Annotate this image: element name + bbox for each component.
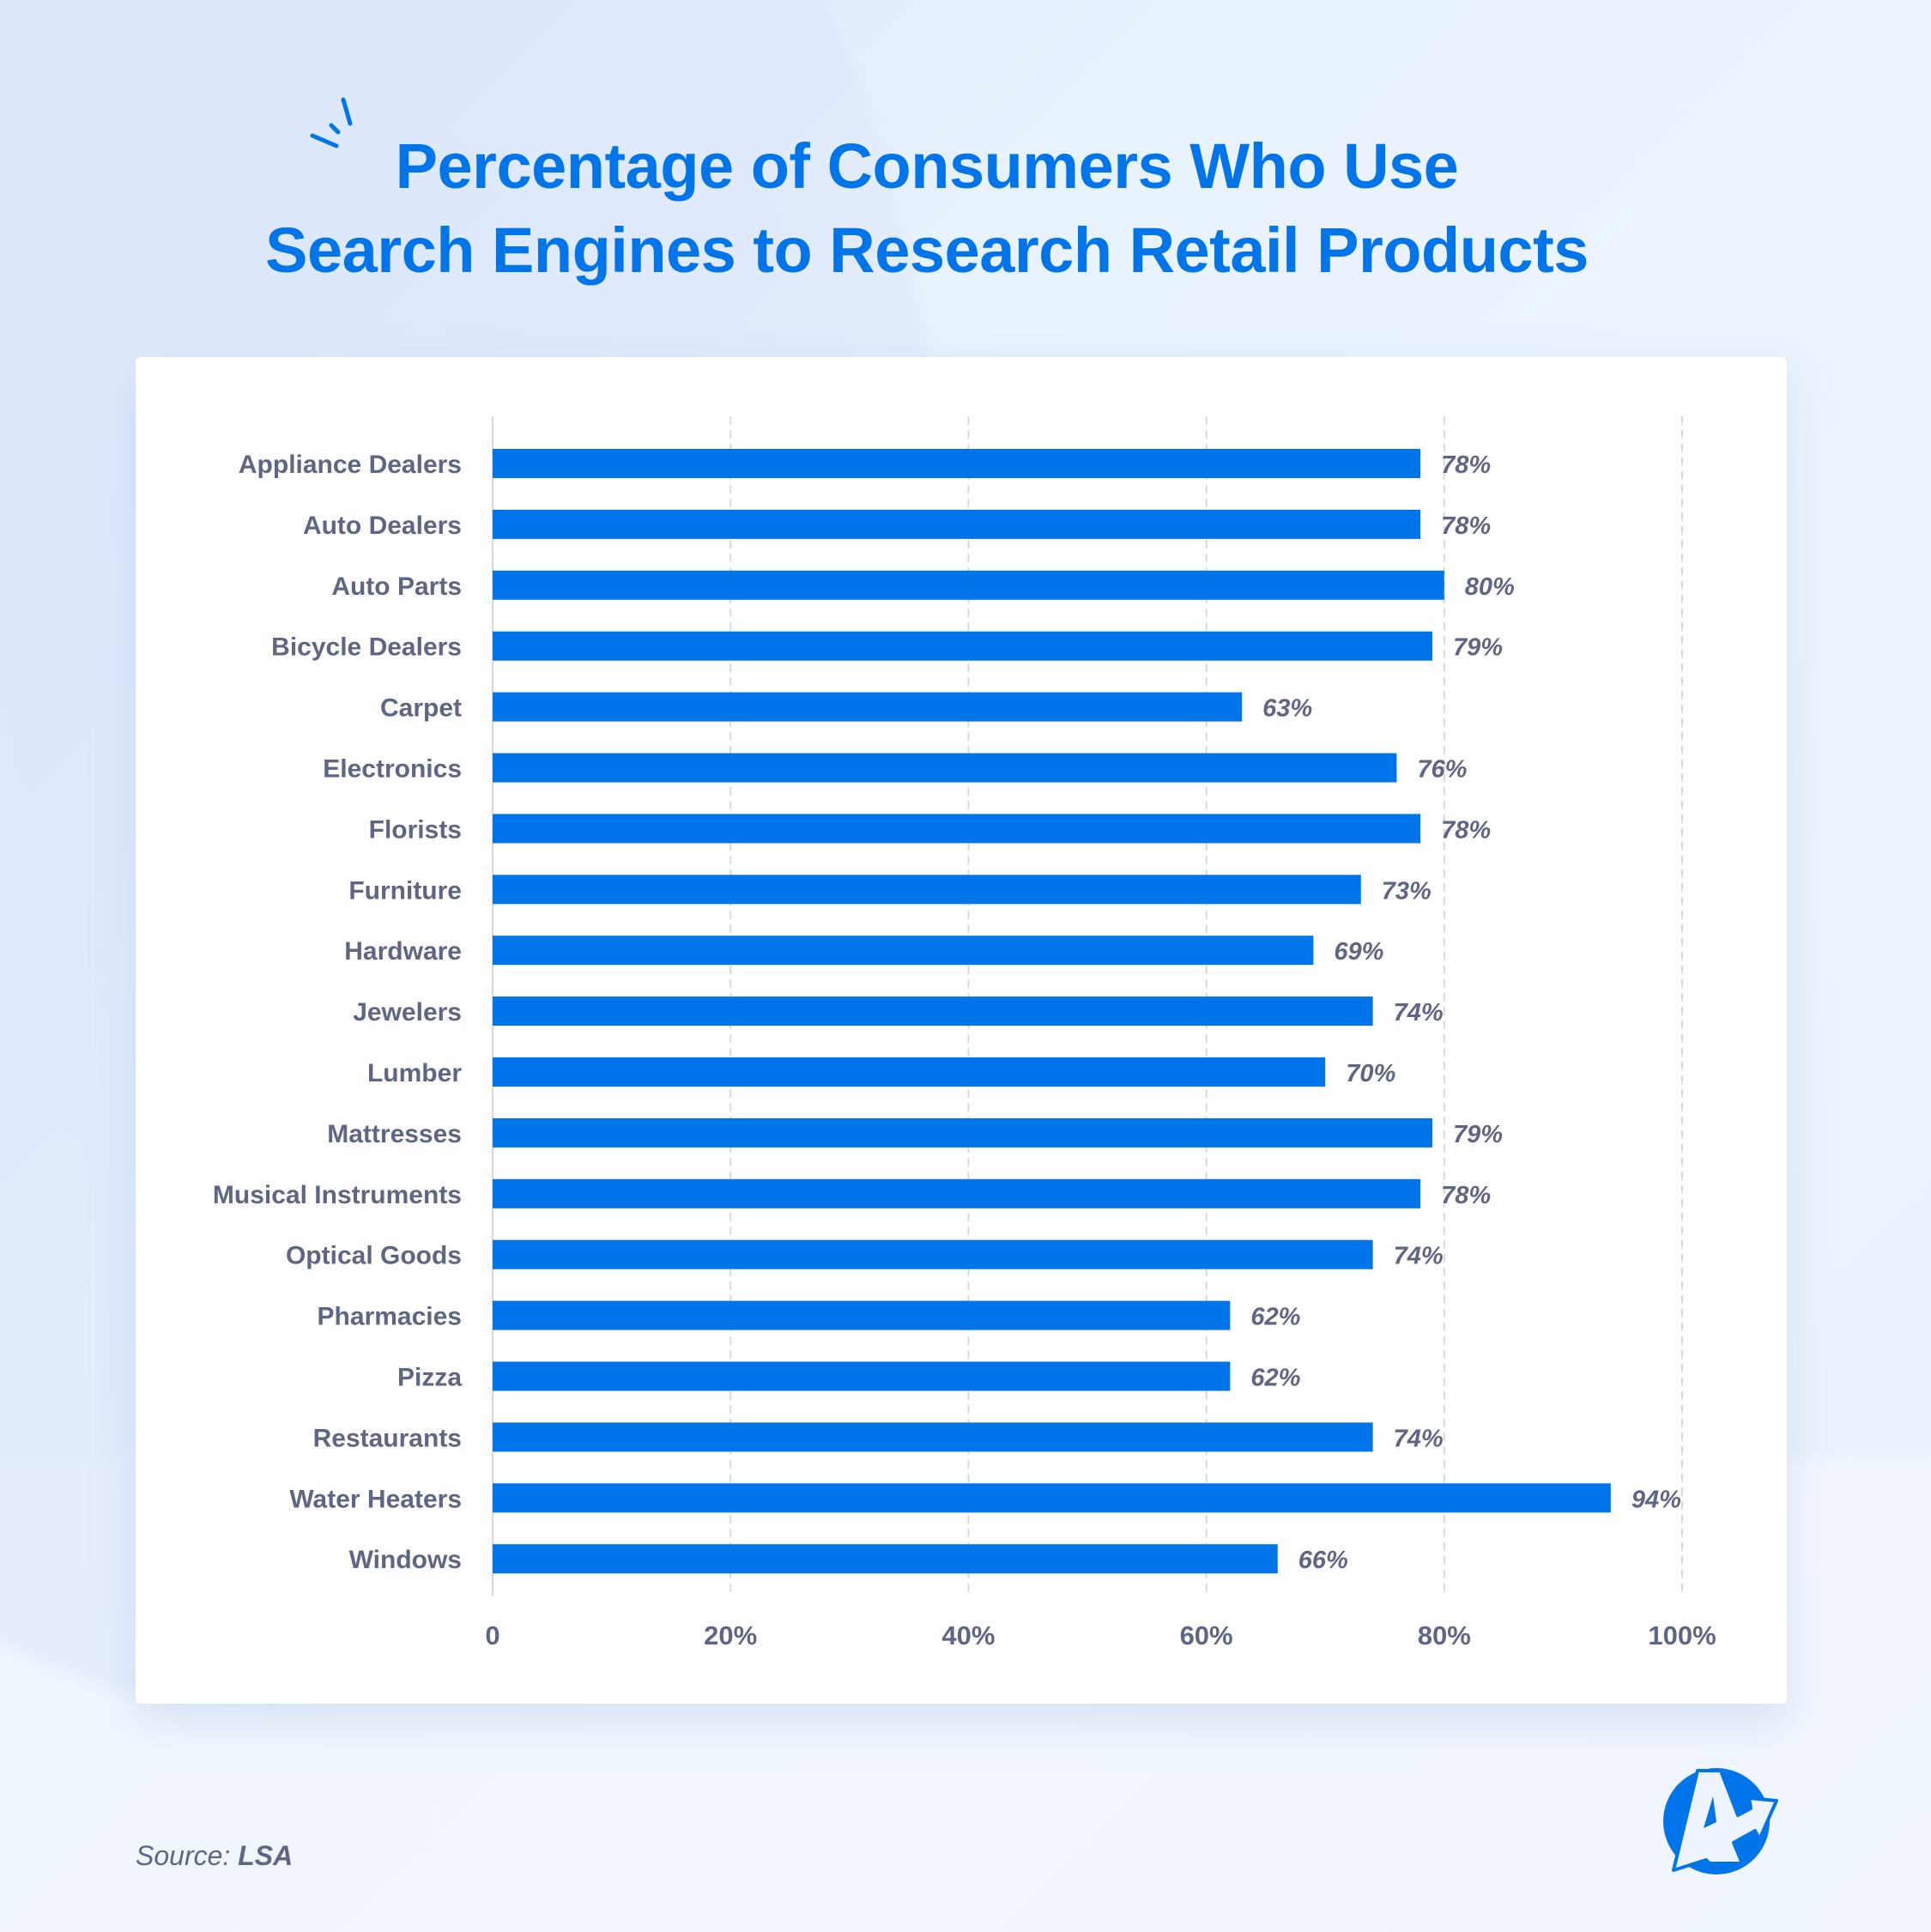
- category-label: Auto Parts: [331, 572, 462, 601]
- data-label: 78%: [1441, 1182, 1491, 1209]
- data-label: 66%: [1298, 1547, 1348, 1574]
- bar: [493, 1178, 1421, 1208]
- bar: [493, 936, 1314, 966]
- bar: [493, 1544, 1278, 1574]
- data-label: 79%: [1453, 1121, 1503, 1148]
- category-label: Appliance Dealers: [239, 451, 462, 479]
- x-tick-label: 40%: [941, 1620, 995, 1650]
- x-tick-label: 20%: [704, 1620, 757, 1650]
- bar: [493, 449, 1421, 478]
- data-label: 80%: [1465, 573, 1515, 601]
- x-tick-label: 100%: [1648, 1620, 1716, 1650]
- category-label: Windows: [349, 1546, 462, 1574]
- bar: [493, 1239, 1373, 1269]
- x-tick-label: 60%: [1180, 1620, 1233, 1650]
- bar: [493, 1300, 1231, 1330]
- data-label: 79%: [1453, 634, 1503, 662]
- category-label: Pizza: [397, 1364, 462, 1392]
- data-label: 74%: [1394, 1243, 1444, 1270]
- data-label: 94%: [1631, 1486, 1681, 1513]
- data-label: 62%: [1250, 1365, 1300, 1392]
- x-tick-label: 80%: [1418, 1620, 1471, 1650]
- source-label: Source:: [136, 1840, 231, 1871]
- category-label: Furniture: [348, 876, 462, 905]
- bar: [493, 1361, 1231, 1391]
- category-label: Musical Instruments: [213, 1181, 462, 1209]
- title-line-1: Percentage of Consumers Who Use: [395, 130, 1459, 202]
- bar: [493, 875, 1361, 905]
- bar: [493, 1483, 1611, 1513]
- category-label: Florists: [369, 815, 462, 844]
- category-label: Pharmacies: [318, 1303, 462, 1331]
- bar: [493, 570, 1444, 600]
- x-tick-label: 0: [485, 1620, 499, 1650]
- category-label: Jewelers: [353, 998, 462, 1027]
- bar: [493, 631, 1432, 661]
- category-label: Bicycle Dealers: [271, 633, 462, 662]
- bar: [493, 1057, 1326, 1087]
- data-label: 63%: [1262, 695, 1312, 723]
- category-label: Electronics: [323, 755, 462, 784]
- data-label: 76%: [1417, 756, 1467, 784]
- sparkle-icon: [310, 97, 353, 148]
- data-label: 74%: [1394, 999, 1444, 1027]
- source-value: LSA: [238, 1840, 294, 1871]
- data-label: 70%: [1346, 1060, 1395, 1087]
- category-label: Lumber: [367, 1059, 462, 1087]
- data-label: 62%: [1250, 1304, 1300, 1331]
- category-label: Auto Dealers: [303, 512, 462, 540]
- data-label: 78%: [1441, 512, 1491, 540]
- category-label: Water Heaters: [289, 1485, 462, 1513]
- category-label: Hardware: [344, 937, 462, 966]
- brand-logo-icon: [1663, 1768, 1778, 1874]
- bar: [493, 1117, 1432, 1148]
- data-label: 74%: [1394, 1425, 1444, 1452]
- data-label: 73%: [1382, 877, 1432, 905]
- bar: [493, 1422, 1373, 1452]
- data-label: 78%: [1441, 451, 1491, 479]
- category-label: Mattresses: [327, 1120, 462, 1148]
- category-label: Carpet: [380, 694, 462, 723]
- data-label: 78%: [1441, 816, 1491, 844]
- chart-card: 0 20% 40% 60% 80% 100% Appliance Dealers 78% Aut…: [136, 357, 1787, 1704]
- bar: [493, 996, 1373, 1027]
- category-label: Restaurants: [313, 1424, 462, 1452]
- bar: [493, 692, 1243, 722]
- title-line-2: Search Engines to Research Retail Produc…: [265, 215, 1589, 286]
- bar: [493, 814, 1421, 844]
- bar: [493, 509, 1421, 539]
- source-note: Source: LSA: [136, 1840, 293, 1872]
- bar: [493, 753, 1397, 783]
- data-label: 69%: [1334, 938, 1383, 966]
- category-label: Optical Goods: [286, 1242, 462, 1270]
- chart-title: Percentage of Consumers Who Use Search E…: [39, 124, 1815, 293]
- bar-chart: 0 20% 40% 60% 80% 100% Appliance Dealers 78% Aut…: [213, 416, 1716, 1650]
